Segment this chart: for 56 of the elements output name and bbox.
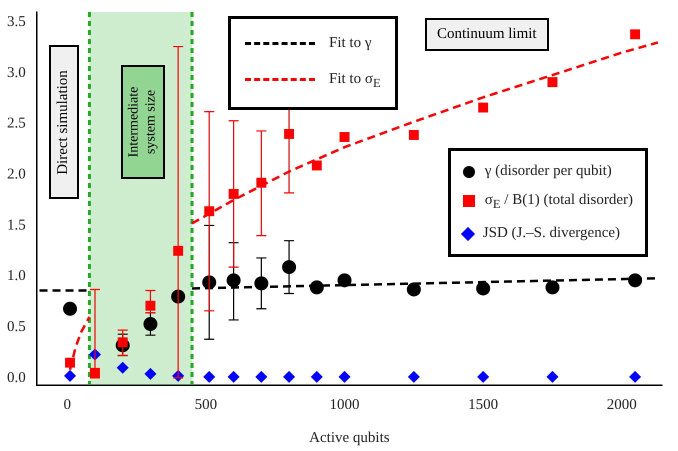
point — [284, 129, 294, 139]
point — [310, 370, 323, 383]
point — [144, 368, 156, 380]
point — [310, 280, 324, 294]
point — [255, 370, 268, 383]
text-box: Direct simulation — [48, 45, 79, 199]
point — [478, 102, 488, 112]
point — [408, 370, 420, 383]
point — [228, 188, 239, 199]
point — [476, 281, 490, 296]
legend-label: Fit to γ — [329, 35, 372, 51]
legend-label: σ$_{E}$ / B(1) (total disorder) — [484, 192, 633, 211]
legend-label: γ (disorder per qubit) — [484, 163, 612, 179]
point — [546, 370, 558, 383]
legend-label: Fit to σ$_{E}$ — [329, 71, 381, 90]
point — [406, 282, 421, 296]
y-tick-label: 0.5 — [7, 319, 26, 336]
text-box: Continuum limit — [425, 18, 549, 51]
point — [630, 29, 640, 40]
point — [228, 370, 240, 383]
point — [63, 302, 78, 316]
point — [408, 130, 419, 140]
y-tick-label: 1.0 — [7, 268, 26, 284]
x-tick-label: 0 — [64, 396, 71, 413]
point — [226, 273, 241, 288]
point — [64, 370, 76, 382]
band-label: Intermediate system size — [126, 86, 160, 158]
point — [116, 362, 129, 374]
point — [338, 273, 352, 288]
point — [65, 358, 75, 368]
point — [545, 280, 560, 294]
point — [338, 370, 351, 383]
x-axis-title: Active qubits — [309, 430, 390, 446]
x-tick-label: 500 — [194, 396, 218, 413]
point — [203, 370, 216, 383]
point — [312, 160, 322, 170]
x-tick-label: 2000 — [606, 396, 637, 413]
point — [629, 370, 642, 383]
y-tick-label: 0.0 — [7, 370, 26, 386]
point — [548, 77, 558, 88]
legend-label: JSD (J.–S. divergence) — [482, 225, 620, 241]
x-tick-label: 1500 — [468, 396, 498, 413]
annotation: Direct simulation — [55, 70, 72, 174]
x-tick-label: 1000 — [330, 396, 360, 413]
y-tick-label: 3.5 — [7, 14, 26, 30]
point — [143, 317, 158, 332]
point — [628, 273, 642, 288]
point — [282, 260, 296, 274]
point — [340, 132, 350, 142]
y-tick-label: 2.0 — [7, 166, 26, 183]
y-tick-label: 3.0 — [7, 64, 26, 81]
y-tick-label: 2.5 — [7, 116, 26, 132]
y-tick-label: 1.5 — [7, 217, 26, 234]
text-box: Intermediate system size — [120, 65, 165, 179]
point — [283, 370, 296, 383]
point — [477, 370, 490, 383]
